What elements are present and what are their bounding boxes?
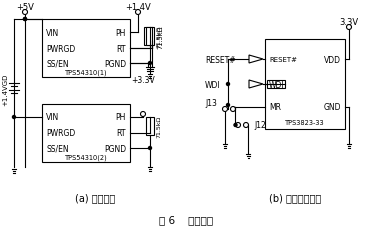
Text: +3.3V: +3.3V	[131, 75, 155, 84]
Bar	[42, 105, 130, 162]
Bar	[42, 20, 130, 78]
Text: J13: J13	[205, 98, 217, 107]
Circle shape	[13, 116, 16, 119]
Text: RT: RT	[116, 44, 126, 53]
Text: TPS54310(2): TPS54310(2)	[65, 154, 107, 161]
Bar	[146, 28, 154, 46]
Text: PWRGD: PWRGD	[46, 129, 75, 138]
Bar	[146, 117, 154, 135]
Text: 图 6    电源模块: 图 6 电源模块	[159, 214, 213, 224]
Text: 71.5kΩ: 71.5kΩ	[157, 26, 162, 48]
Text: PGND: PGND	[104, 59, 126, 68]
Text: PH: PH	[116, 113, 126, 122]
Bar	[144, 28, 152, 46]
Circle shape	[234, 124, 237, 127]
Polygon shape	[249, 81, 263, 89]
Circle shape	[226, 104, 229, 107]
Circle shape	[244, 123, 248, 128]
Text: 71.5kΩ: 71.5kΩ	[157, 115, 162, 138]
Circle shape	[347, 25, 351, 30]
Circle shape	[148, 147, 151, 150]
Text: WDI: WDI	[205, 80, 220, 89]
Text: +1.4V: +1.4V	[125, 3, 151, 11]
Text: +5V: +5V	[16, 3, 34, 11]
Text: TPS54310(1): TPS54310(1)	[65, 69, 107, 76]
Text: RESET#: RESET#	[205, 55, 236, 64]
Text: SS/EN: SS/EN	[46, 59, 69, 68]
Text: 3.3V: 3.3V	[339, 17, 358, 26]
Text: MR: MR	[269, 103, 281, 112]
Circle shape	[23, 18, 26, 21]
Circle shape	[22, 11, 28, 15]
Circle shape	[141, 112, 145, 117]
Circle shape	[223, 107, 228, 112]
Text: GND: GND	[323, 103, 341, 112]
Text: J12: J12	[254, 121, 266, 130]
Text: SS/EN: SS/EN	[46, 144, 69, 153]
Text: VIN: VIN	[46, 28, 59, 37]
Text: TPS3823-33: TPS3823-33	[285, 120, 325, 125]
Text: VIN: VIN	[46, 113, 59, 122]
Circle shape	[135, 11, 141, 15]
Circle shape	[23, 18, 26, 21]
Polygon shape	[249, 56, 263, 64]
Bar	[267, 81, 285, 89]
Text: PGND: PGND	[104, 144, 126, 153]
Text: (b) 电源监测电路: (b) 电源监测电路	[269, 192, 321, 202]
Circle shape	[231, 107, 235, 112]
Circle shape	[148, 62, 151, 65]
Text: RT: RT	[116, 129, 126, 138]
Circle shape	[226, 83, 229, 86]
Text: RESET#: RESET#	[269, 57, 297, 63]
Text: WDI: WDI	[269, 80, 285, 89]
Circle shape	[235, 123, 241, 128]
Text: VDD: VDD	[324, 55, 341, 64]
Text: PH: PH	[116, 28, 126, 37]
Text: 71.5kΩ: 71.5kΩ	[157, 25, 163, 49]
Text: +1.4VGD: +1.4VGD	[2, 74, 8, 106]
Bar	[265, 40, 345, 129]
Text: (a) 供电电路: (a) 供电电路	[75, 192, 115, 202]
Text: PWRGD: PWRGD	[46, 44, 75, 53]
